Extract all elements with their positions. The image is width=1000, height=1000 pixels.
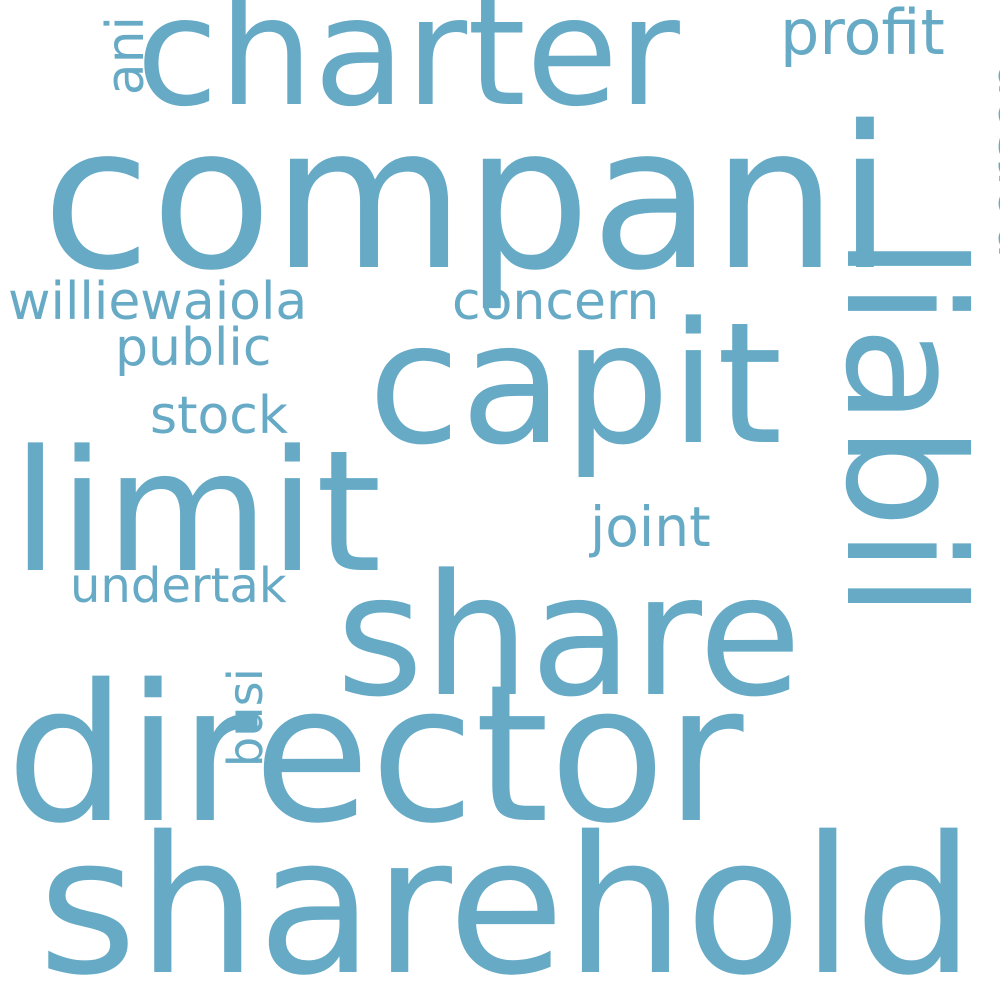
word-person: person	[977, 60, 1000, 259]
word-concern: concern	[452, 272, 660, 332]
word-undertak: undertak	[70, 558, 287, 614]
word-public: public	[115, 318, 272, 378]
word-busi: busi	[218, 668, 274, 768]
word-stock: stock	[150, 386, 288, 446]
word-limit: limit	[12, 414, 382, 610]
word-sharehold: sharehold	[38, 796, 975, 1000]
word-ani: ani	[96, 16, 156, 96]
word-profit: profit	[780, 0, 945, 69]
word-director: director	[6, 644, 744, 865]
word-joint: joint	[590, 495, 711, 559]
word-share: share	[336, 538, 802, 734]
word-compani: compani	[42, 83, 893, 314]
word-liabil: liabil	[809, 236, 997, 619]
word-charter: charter	[136, 0, 680, 140]
word-williewaiola: williewaiola	[8, 272, 308, 332]
word-capit: capit	[368, 286, 783, 482]
